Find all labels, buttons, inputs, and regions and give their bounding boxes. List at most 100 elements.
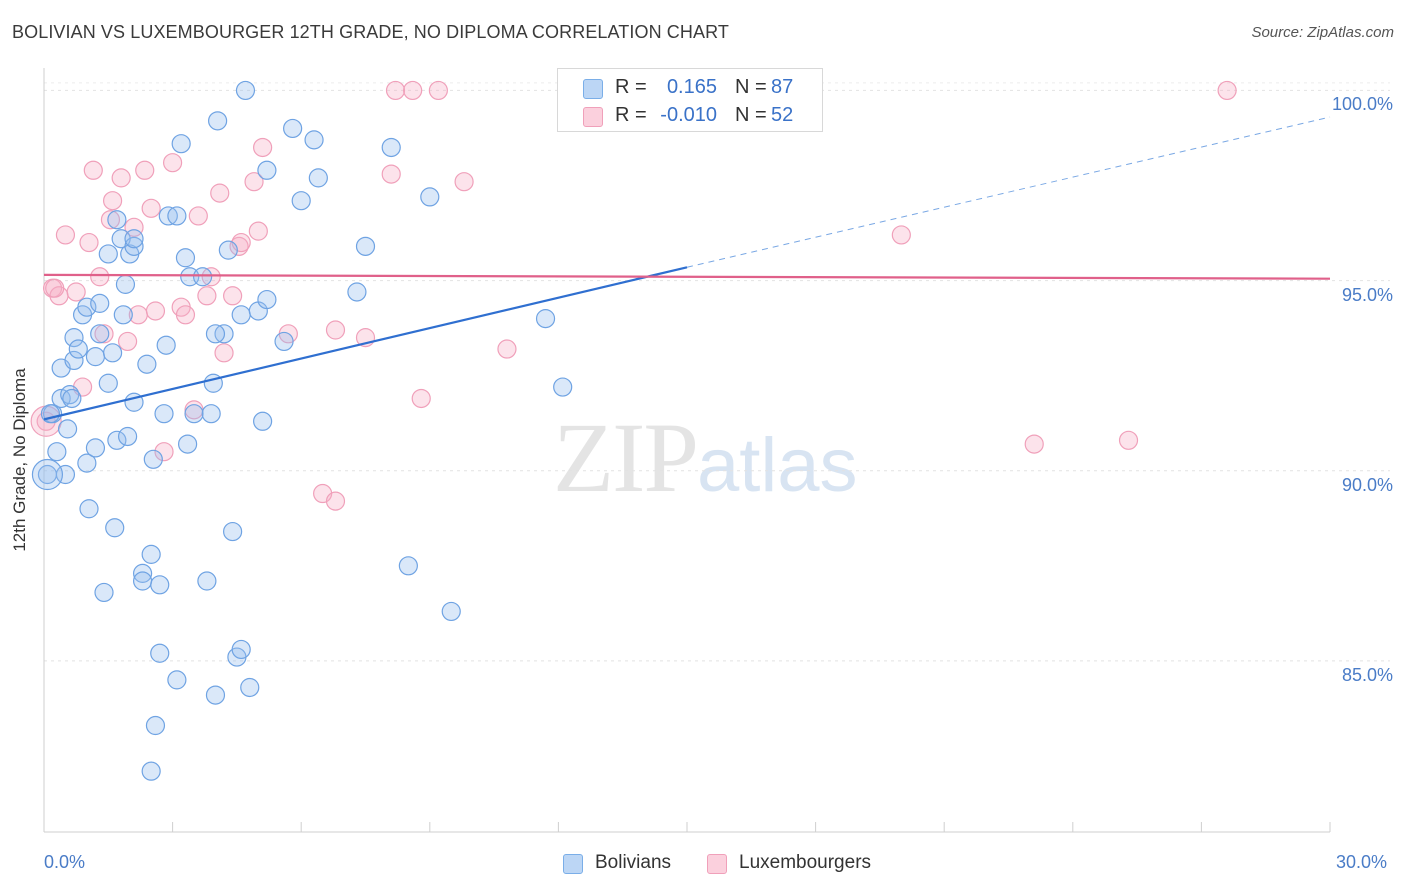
watermark-atlas: atlas [697, 423, 858, 508]
luxembourgers-point [197, 286, 217, 306]
luxembourgers-point [385, 80, 406, 101]
bolivians-point [398, 556, 418, 576]
luxembourgers-point [1217, 80, 1237, 101]
bolivians-point [90, 293, 110, 313]
luxembourgers-point [45, 278, 65, 298]
bolivians-point [64, 328, 84, 348]
luxembourgers-point [94, 324, 114, 344]
bolivians-point [102, 343, 123, 363]
bolivians-point [62, 388, 82, 409]
bolivians-point [355, 236, 376, 256]
bolivians-point [77, 453, 97, 473]
bolivians-point [107, 430, 127, 450]
bolivians-point [79, 499, 99, 519]
bolivians-point [175, 248, 196, 268]
bolivians-point [201, 404, 221, 424]
watermark: ZIPatlas [553, 400, 858, 515]
axes [43, 68, 1331, 833]
bolivians-point [283, 118, 303, 139]
bolivians-point [85, 438, 106, 458]
bolivians-point [347, 282, 367, 302]
bolivians-point [117, 426, 138, 447]
luxembourgers-point [175, 305, 196, 325]
y-tick-label-3: 100.0% [1331, 94, 1393, 115]
luxembourgers-point [79, 232, 99, 253]
bolivians-points [31, 80, 573, 781]
watermark-zip: ZIP [553, 402, 699, 513]
bolivians-point [143, 449, 163, 469]
bolivians-point [145, 715, 166, 736]
bolivians-point [94, 582, 114, 603]
bolivians-point [107, 210, 127, 230]
luxembourgers-point [102, 191, 123, 211]
y-tick-label-0: 85.0% [1341, 664, 1393, 685]
luxembourgers-point [244, 172, 264, 192]
bolivians-point [77, 297, 97, 317]
r-value: 0.165 [666, 76, 717, 98]
bolivians-point [124, 236, 144, 256]
luxembourgers-point [454, 172, 474, 192]
luxembourgers-point [214, 343, 234, 363]
luxembourgers-point [497, 339, 517, 359]
n-label: N = [735, 104, 767, 126]
bolivians-point [535, 309, 556, 329]
bolivians-point [68, 339, 88, 359]
luxembourgers-point [325, 320, 346, 340]
bolivians-point [141, 761, 161, 781]
bolivians-point-large [31, 458, 64, 491]
bolivians-point [257, 160, 277, 180]
luxembourgers-point [100, 210, 121, 230]
bolivians-point [137, 354, 157, 374]
bolivians-point [124, 229, 144, 249]
bolivians-point [197, 571, 217, 591]
r-label: R = [615, 76, 647, 98]
luxembourgers-point [55, 225, 76, 245]
bolivians-point [105, 518, 125, 538]
luxembourgers-point [411, 388, 431, 409]
bolivians-point [193, 267, 213, 287]
bolivians-point [218, 240, 238, 260]
bolivians-point [253, 411, 273, 431]
luxembourgers-point [124, 217, 144, 237]
luxembourgers-points [30, 80, 1237, 511]
bolivians-point [98, 373, 118, 393]
luxembourgers-point [135, 160, 155, 180]
y-tick-label-2: 95.0% [1341, 284, 1393, 305]
bolivians-point [178, 434, 198, 454]
luxembourgers-point [117, 331, 138, 352]
luxembourgers-point [428, 80, 448, 101]
bolivians-point [184, 404, 204, 424]
luxembourgers-point [223, 286, 243, 306]
bolivians-point [132, 571, 153, 591]
luxembourgers-legend-swatch [707, 854, 727, 874]
bolivians-legend-swatch [563, 854, 583, 874]
x-tick-label-max: 30.0% [1336, 852, 1388, 872]
luxembourgers-point [83, 160, 103, 180]
bolivians-point [150, 643, 170, 663]
luxembourgers-point [141, 198, 161, 218]
trend-lines [43, 116, 1331, 421]
luxembourgers-point [248, 221, 268, 241]
bolivians-point [167, 206, 187, 226]
bolivians-point [113, 305, 133, 325]
bolivians-point [115, 274, 136, 294]
luxembourgers-point [253, 137, 273, 158]
y-axis-label: 12th Grade, No Diploma [10, 368, 29, 552]
luxembourgers-point [145, 301, 166, 321]
bolivians-point [205, 324, 226, 344]
bolivians-point [231, 639, 251, 660]
luxembourgers-point [1118, 430, 1139, 450]
bolivians-point [291, 191, 311, 211]
bolivians-point [171, 134, 191, 154]
stats-row-bolivians: R = 0.165 N = 87 [558, 73, 822, 101]
luxembourgers-legend-label: Luxembourgers [739, 852, 872, 873]
luxembourgers-point [90, 267, 110, 287]
bolivians-point [132, 563, 153, 583]
bolivians-point [205, 685, 226, 705]
luxembourgers-point [381, 164, 401, 184]
luxembourgers-point [325, 491, 346, 511]
bolivians-point [40, 404, 61, 424]
luxembourgers-swatch [583, 107, 603, 127]
luxembourgers-point [154, 442, 174, 462]
bolivians-point [223, 521, 243, 542]
